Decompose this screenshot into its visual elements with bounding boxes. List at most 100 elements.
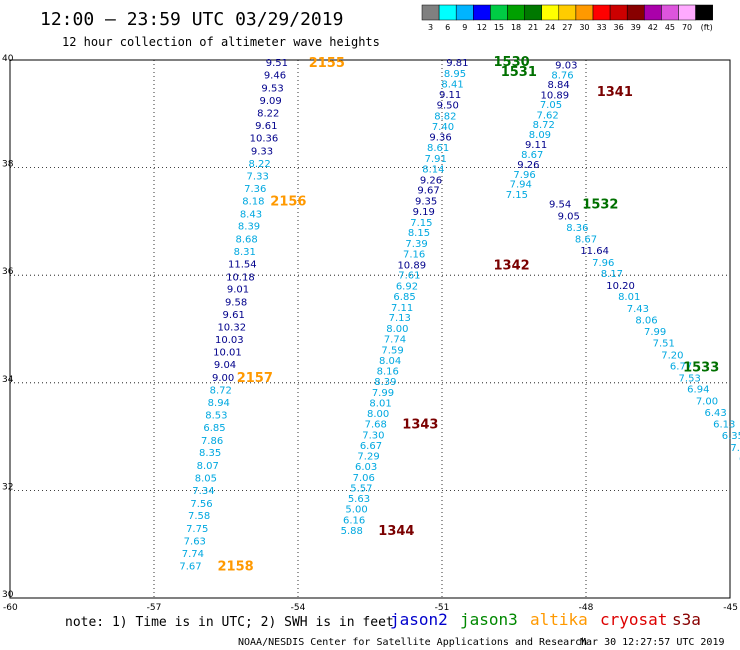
lat-lon-grid	[10, 60, 730, 598]
legend-unit: (ft)	[701, 23, 713, 32]
wave-height-value: 10.89	[540, 90, 569, 101]
wave-height-value: 6.16	[343, 515, 365, 526]
wave-height-value: 10.20	[606, 281, 635, 292]
lat-tick-label: 40	[2, 54, 14, 64]
wave-height-value: 9.01	[227, 285, 249, 296]
legend-bin-label: 12	[477, 23, 487, 32]
wave-height-value: 9.11	[525, 140, 547, 151]
satellite-name-label: s3a	[672, 610, 701, 629]
wave-height-tracks: 9.519.469.539.098.229.6110.369.338.227.3…	[179, 58, 740, 573]
wave-height-value: 9.51	[266, 58, 288, 69]
legend-bin-label: 6	[445, 23, 450, 32]
satellite-name-label: jason2	[390, 610, 448, 629]
wave-height-value: 8.36	[566, 223, 588, 234]
wave-height-value: 7.56	[190, 499, 212, 510]
wave-height-value: 8.22	[248, 159, 270, 170]
wave-height-value: 8.82	[434, 111, 456, 122]
legend-swatch	[626, 4, 645, 21]
lon-tick-label: -51	[435, 603, 450, 613]
lon-tick-label: -45	[723, 603, 738, 613]
wave-height-value: 9.54	[549, 200, 571, 211]
legend-bin-label: 42	[648, 23, 658, 32]
wave-height-value: 7.91	[425, 154, 447, 165]
wave-height-value: 9.36	[429, 132, 451, 143]
map-title: 12:00 – 23:59 UTC 03/29/2019	[40, 9, 343, 30]
pass-number-label: 2156	[270, 194, 306, 209]
lat-tick-label: 34	[2, 375, 14, 385]
wave-height-value: 8.01	[618, 292, 640, 303]
wave-height-value: 8.01	[369, 399, 391, 410]
wave-height-value: 8.67	[521, 150, 543, 161]
legend-bin-label: 39	[631, 23, 641, 32]
axis-tick-labels: -60 -57 -54 -51 -48 -45 40 38 36 34 32 30	[2, 54, 738, 613]
wave-height-value: 8.95	[444, 69, 466, 80]
footer-timestamp: Mar 30 12:27:57 UTC 2019	[580, 637, 725, 648]
wave-height-value: 7.96	[592, 258, 614, 269]
wave-height-value: 6.92	[396, 281, 418, 292]
track-s3a-west: 9.818.958.419.119.508.827.409.368.617.91…	[341, 58, 469, 537]
legend-swatch	[438, 4, 457, 21]
track-altika: 9.519.469.539.098.229.6110.369.338.227.3…	[179, 58, 288, 573]
wave-height-value: 7.36	[244, 184, 266, 195]
wave-height-value: 6.85	[203, 423, 225, 434]
wave-height-value: 8.61	[427, 143, 449, 154]
wave-height-value: 7.63	[184, 536, 206, 547]
wave-height-value: 7.75	[186, 524, 208, 535]
track-s3a-east: 9.549.058.368.6711.647.968.1710.208.017.…	[549, 200, 740, 465]
wave-height-value: 10.32	[217, 322, 246, 333]
wave-height-value: 7.62	[536, 110, 558, 121]
wave-height-value: 9.03	[555, 60, 577, 71]
pass-number-label: 1530	[494, 55, 530, 70]
pass-number-label: 2155	[309, 56, 345, 71]
lon-tick-label: -60	[3, 603, 18, 613]
legend-swatch	[644, 4, 662, 21]
wave-height-value: 8.35	[199, 448, 221, 459]
legend-swatch	[507, 4, 525, 21]
wave-height-value: 7.51	[653, 338, 675, 349]
wave-height-value: 7.74	[182, 549, 204, 560]
wave-height-value: 9.61	[255, 121, 277, 132]
wave-height-value: 6.35	[722, 431, 740, 442]
legend-bin-label: 15	[494, 23, 504, 32]
wave-height-value: 7.29	[357, 451, 379, 462]
wave-height-value: 9.58	[225, 298, 247, 309]
lat-tick-label: 38	[2, 160, 14, 170]
wave-height-value: 9.00	[212, 373, 234, 384]
wave-height-value: 6.94	[687, 385, 709, 396]
wave-height-value: 8.05	[195, 473, 217, 484]
wave-height-value: 8.18	[242, 196, 264, 207]
wave-height-value: 8.16	[377, 366, 399, 377]
wave-height-value: 7.68	[365, 420, 387, 431]
pass-number-label: 2158	[218, 560, 254, 575]
wave-height-value: 7.11	[391, 303, 413, 314]
wave-height-value: 9.61	[223, 310, 245, 321]
wave-height-value: 7.67	[179, 562, 201, 573]
lon-tick-label: -54	[291, 603, 306, 613]
wave-height-value: 5.63	[348, 494, 370, 505]
wave-height-value: 6.77	[670, 362, 692, 373]
wave-height-value: 6.43	[704, 408, 726, 419]
wave-height-value: 9.50	[437, 101, 459, 112]
legend-bin-label: 3	[428, 23, 433, 32]
legend-swatch	[695, 4, 713, 21]
satellite-name-label: cryosat	[600, 610, 667, 629]
pass-number-label: 1341	[597, 85, 633, 100]
wave-height-value: 8.76	[551, 71, 573, 82]
wave-height-value: 10.18	[226, 272, 255, 283]
legend-swatch	[455, 4, 474, 21]
pass-number-label: 1531	[501, 65, 537, 80]
legend-bin-label: 24	[545, 23, 555, 32]
legend-swatch	[558, 4, 577, 21]
pass-number-label: 1532	[582, 198, 618, 213]
wave-height-value: 7.39	[405, 239, 427, 250]
wave-height-value: 7.61	[398, 271, 420, 282]
wave-height-value: 8.43	[240, 209, 262, 220]
pass-number-label: 1533	[683, 361, 719, 376]
wave-height-value: 8.53	[205, 411, 227, 422]
wave-height-value: 10.01	[213, 348, 242, 359]
wave-height-value: 6.13	[713, 420, 735, 431]
lat-tick-label: 32	[2, 482, 13, 492]
wave-height-value: 7.86	[201, 436, 223, 447]
